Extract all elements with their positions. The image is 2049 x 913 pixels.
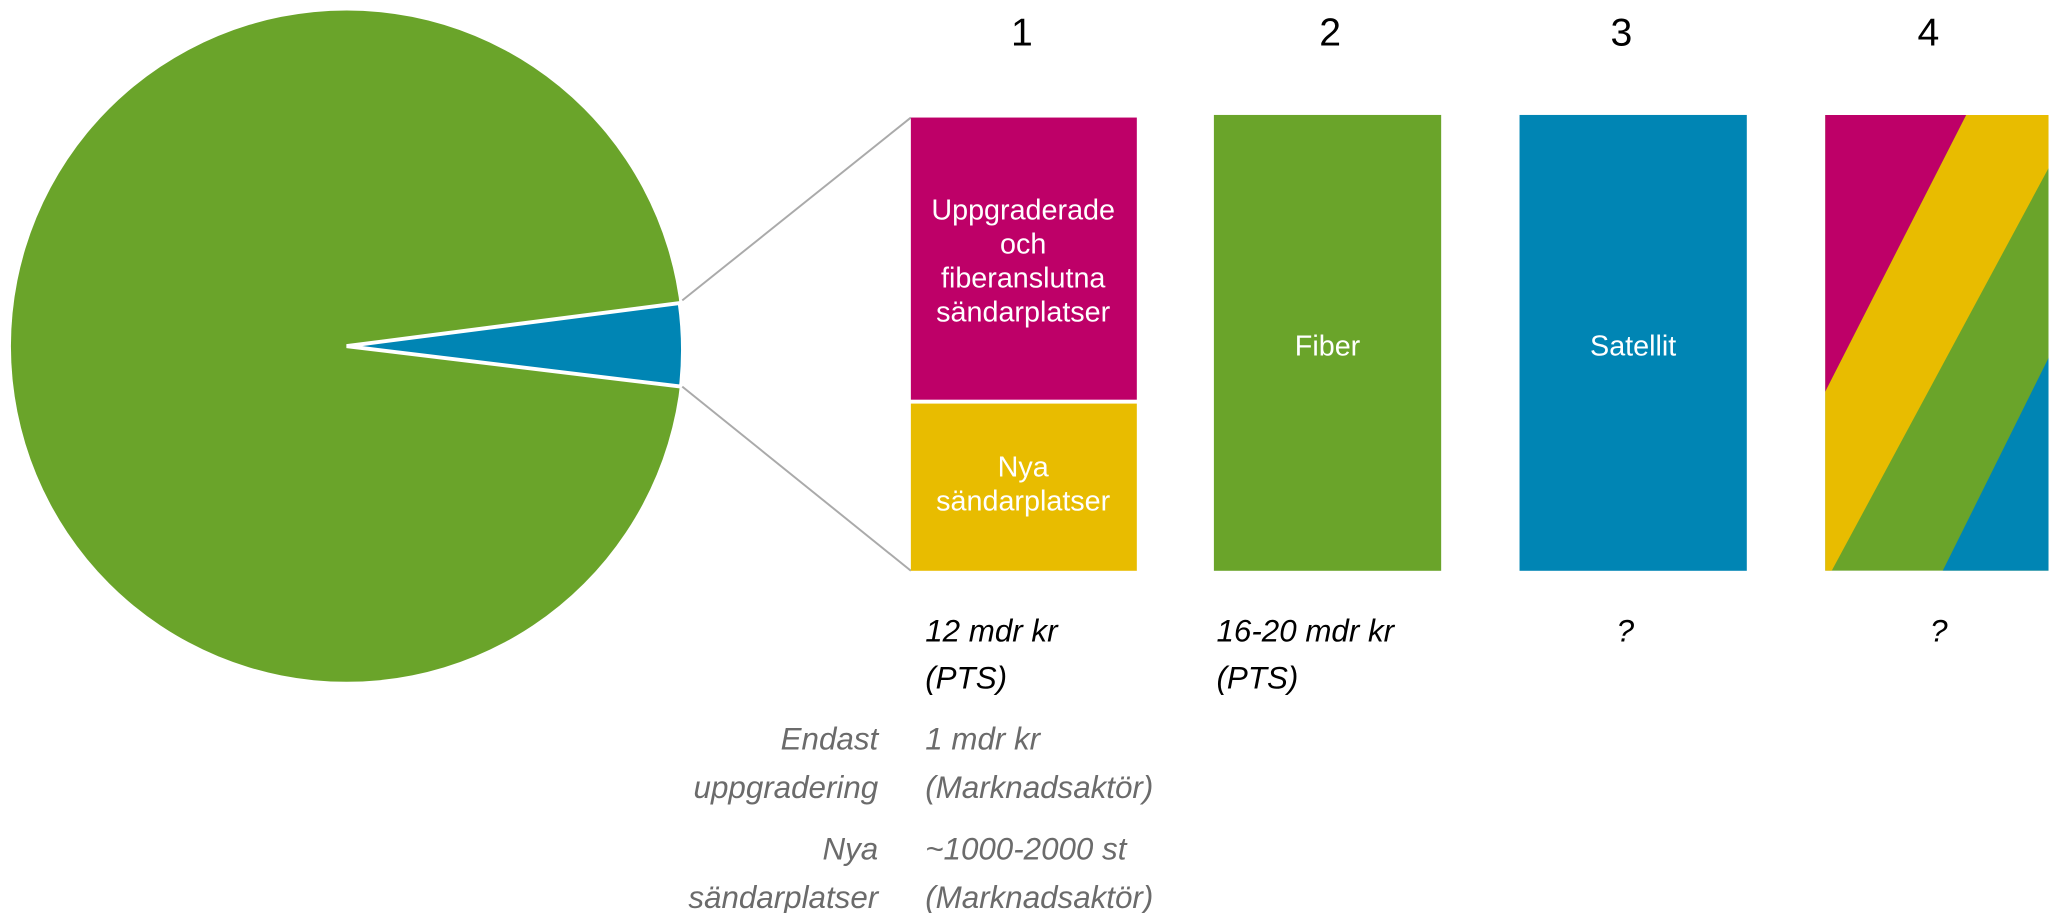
column-number: 2 <box>1319 12 1341 55</box>
box <box>910 403 1137 571</box>
cost: ? <box>1930 613 1948 648</box>
note-label: Endast <box>781 722 880 757</box>
note-label: uppgradering <box>694 770 879 805</box>
box-label: sändarplatser <box>936 296 1110 328</box>
box-label: Uppgraderade <box>931 194 1115 226</box>
note-value: ~1000-2000 st <box>925 831 1127 866</box>
box <box>1213 114 1442 571</box>
column-number: 4 <box>1917 12 1939 55</box>
cost: 16-20 mdr kr <box>1217 613 1396 648</box>
column-number: 3 <box>1611 12 1633 55</box>
column-number: 1 <box>1011 12 1033 55</box>
box-label: och <box>1000 228 1046 260</box>
cost: (PTS) <box>925 660 1007 695</box>
note-value: (Marknadsaktör) <box>925 770 1153 805</box>
box-label: sändarplatser <box>936 486 1110 518</box>
note-value: (Marknadsaktör) <box>925 880 1153 913</box>
box-label: Fiber <box>1295 330 1361 362</box>
note-value: 1 mdr kr <box>925 722 1041 757</box>
pie-slice <box>346 300 685 389</box>
box <box>1519 114 1747 571</box>
box-label: fiberanslutna <box>941 262 1105 294</box>
stripe <box>1942 357 2049 571</box>
box-label: Satellit <box>1590 330 1676 362</box>
note-label: Nya <box>822 831 878 866</box>
cost: ? <box>1617 613 1635 648</box>
cost: 12 mdr kr <box>925 613 1059 648</box>
connector <box>681 116 912 302</box>
striped-box <box>1825 114 2049 571</box>
stripe <box>1825 114 2049 571</box>
connector <box>681 385 912 572</box>
cost: (PTS) <box>1217 660 1299 695</box>
note-label: sändarplatser <box>688 880 879 913</box>
box-label: Nya <box>998 452 1049 484</box>
box <box>910 117 1137 400</box>
